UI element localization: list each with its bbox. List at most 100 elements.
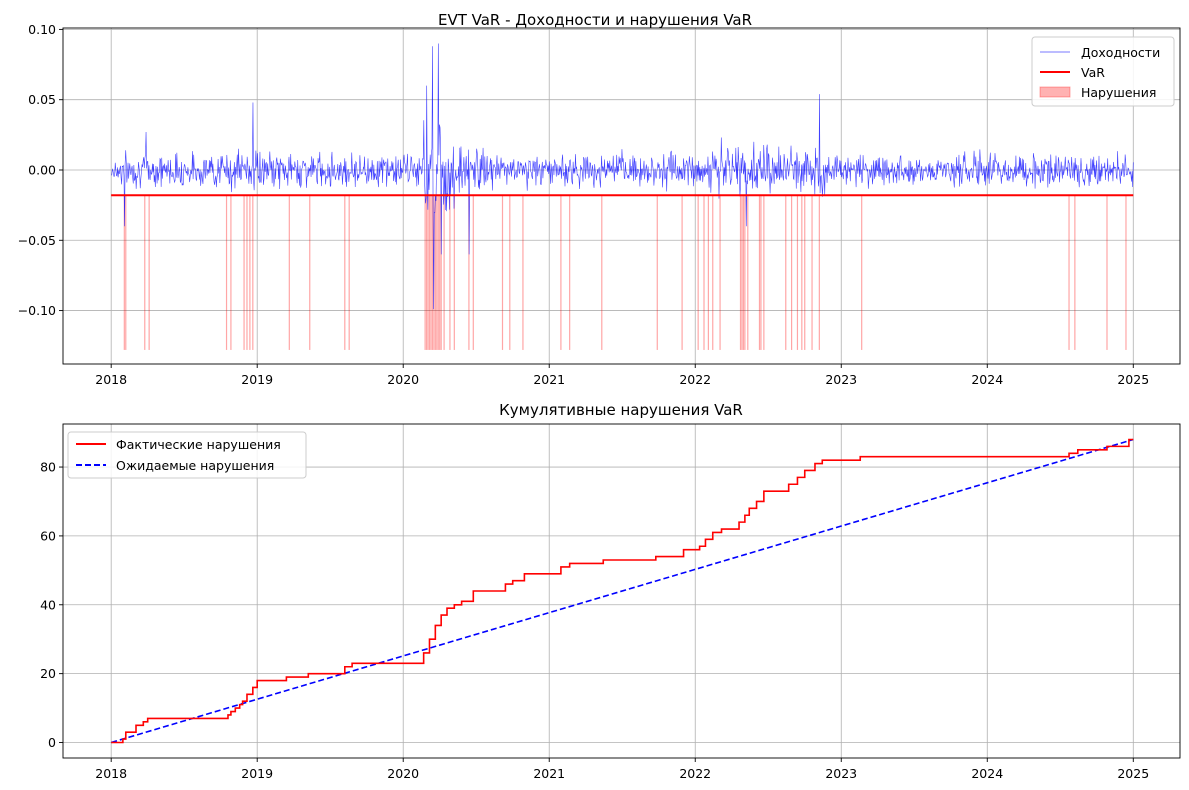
- violation-span: [861, 195, 863, 350]
- violation-span: [436, 195, 438, 350]
- cumulative-ticks: 2018 2019 2020 2021 2022 2023 2024 2025 0 20 40 60 8…: [40, 460, 1149, 781]
- returns-y-tick-label: 0.10: [28, 22, 56, 37]
- cumulative-x-tick-label: 2024: [971, 766, 1003, 781]
- returns-x-tick-label: 2025: [1117, 372, 1149, 387]
- returns-y-tick-label: −0.10: [18, 303, 56, 318]
- returns-var-lines: [111, 43, 1134, 310]
- violation-span: [818, 195, 820, 350]
- returns-x-tick-label: 2022: [679, 372, 711, 387]
- cumulative-x-tick-label: 2023: [825, 766, 857, 781]
- returns-y-tick-label: −0.05: [18, 233, 56, 248]
- actual-violations-line: [111, 438, 1134, 744]
- violation-span: [1106, 195, 1108, 350]
- violation-span: [796, 195, 799, 350]
- cumulative-lines: [110, 438, 1134, 744]
- cumulative-panel: Кумулятивные нарушения VaR 2018 2019 2020 2…: [40, 401, 1181, 781]
- violation-span: [427, 195, 429, 350]
- violation-span: [453, 195, 455, 350]
- violation-span: [246, 195, 248, 350]
- violation-span: [560, 195, 562, 350]
- returns-x-tick-label: 2018: [95, 372, 127, 387]
- returns-line: [111, 43, 1134, 310]
- violation-span: [434, 195, 436, 350]
- legend-box: [67, 431, 307, 479]
- violation-span: [712, 195, 714, 350]
- violation-span: [125, 195, 127, 350]
- violation-span: [1068, 195, 1070, 350]
- violation-span: [472, 195, 474, 350]
- cumulative-x-tick-label: 2025: [1117, 766, 1149, 781]
- violation-span: [431, 195, 434, 350]
- violation-span: [656, 195, 658, 350]
- violation-span: [428, 195, 431, 350]
- cumulative-y-tick-label: 40: [40, 597, 56, 612]
- violation-span: [148, 195, 150, 350]
- returns-x-tick-label: 2019: [241, 372, 273, 387]
- returns-x-tick-label: 2023: [825, 372, 857, 387]
- violation-span: [707, 195, 709, 350]
- violation-span: [697, 195, 699, 350]
- legend-violations-swatch: [1039, 86, 1071, 98]
- violation-span: [744, 195, 746, 350]
- violation-span: [230, 195, 232, 350]
- violation-span: [785, 195, 787, 350]
- violation-spans: [123, 195, 1127, 350]
- violation-span: [309, 195, 311, 350]
- violation-span: [681, 195, 683, 350]
- returns-var-chart-title: EVT VaR - Доходности и нарушения VaR: [438, 11, 752, 29]
- cumulative-y-tick-label: 60: [40, 528, 56, 543]
- violation-span: [747, 195, 749, 350]
- violation-span: [758, 195, 761, 350]
- cumulative-frame: [62, 423, 1181, 759]
- returns-var-legend: Доходности VaR Нарушения: [1031, 36, 1175, 107]
- violation-span: [437, 195, 439, 350]
- violation-span: [443, 195, 445, 350]
- violation-span: [468, 195, 470, 350]
- violation-span: [801, 195, 803, 350]
- violation-span: [742, 195, 745, 350]
- violation-span: [1074, 195, 1076, 350]
- violation-span: [424, 195, 426, 350]
- returns-x-tick-label: 2021: [533, 372, 565, 387]
- legend-expected-label: Ожидаемые нарушения: [116, 458, 274, 473]
- violation-span: [1125, 195, 1127, 350]
- violation-span: [243, 195, 245, 350]
- cumulative-grid: [63, 424, 1180, 758]
- violation-span: [249, 195, 251, 350]
- returns-var-frame: [62, 27, 1181, 365]
- violation-span: [739, 195, 742, 350]
- violation-span: [425, 195, 428, 350]
- violation-span: [760, 195, 762, 350]
- cumulative-x-tick-label: 2020: [387, 766, 419, 781]
- returns-var-ticks: 2018 2019 2020 2021 2022 2023 2024 2025 −0.10 −0.…: [18, 22, 1149, 387]
- violation-span: [430, 195, 432, 350]
- returns-var-panel: EVT VaR - Доходности и нарушения VaR 201…: [18, 11, 1181, 387]
- violation-span: [144, 195, 146, 350]
- violation-span: [763, 195, 765, 350]
- violation-span: [804, 195, 806, 350]
- cumulative-x-tick-label: 2021: [533, 766, 565, 781]
- violation-span: [703, 195, 705, 350]
- cumulative-legend: Фактические нарушения Ожидаемые нарушени…: [67, 431, 307, 479]
- cumulative-x-tick-label: 2018: [95, 766, 127, 781]
- expected-violations-line: [110, 438, 1134, 744]
- violation-span: [509, 195, 511, 350]
- cumulative-y-tick-label: 80: [40, 460, 56, 475]
- returns-x-tick-label: 2020: [387, 372, 419, 387]
- cumulative-chart-title: Кумулятивные нарушения VaR: [499, 401, 743, 419]
- violation-span: [811, 195, 813, 350]
- returns-y-tick-label: 0.00: [28, 162, 56, 177]
- violation-span: [439, 195, 441, 350]
- violation-span: [252, 195, 254, 350]
- violation-span: [344, 195, 346, 350]
- legend-violations-label: Нарушения: [1081, 85, 1156, 100]
- cumulative-y-tick-label: 0: [48, 735, 56, 750]
- legend-returns-label: Доходности: [1081, 45, 1160, 60]
- violation-span: [348, 195, 350, 350]
- violation-span: [741, 195, 743, 350]
- violation-span: [522, 195, 524, 350]
- violation-span: [288, 195, 290, 350]
- violation-span: [225, 195, 228, 350]
- returns-y-tick-label: 0.05: [28, 92, 56, 107]
